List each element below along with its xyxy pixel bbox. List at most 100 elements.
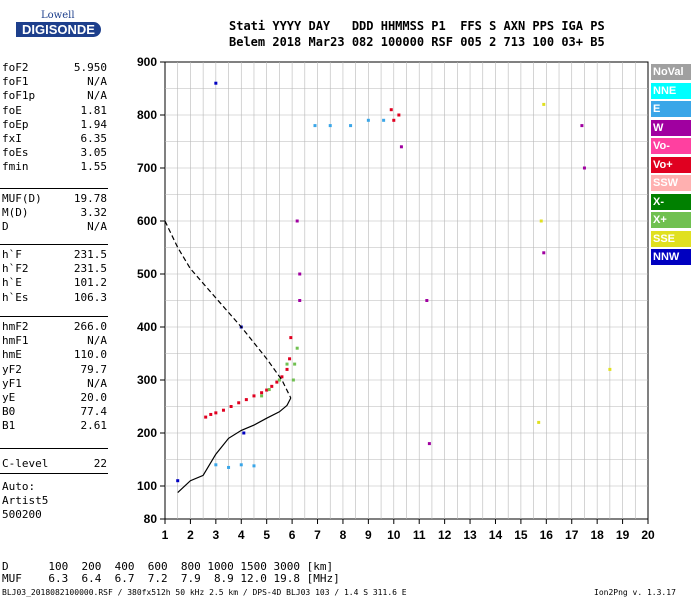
x-tick-label: 19 [616, 528, 630, 542]
param-row: hmF1 N/A [2, 334, 107, 348]
point-vo [252, 394, 256, 398]
param-value: N/A [87, 75, 107, 89]
point-x [285, 362, 289, 366]
param-row: h`F2 231.5 [2, 262, 107, 276]
point-e [239, 463, 243, 467]
x-tick-label: 6 [289, 528, 296, 542]
point-vo [289, 336, 293, 340]
param-value: 77.4 [80, 405, 108, 419]
point-vo [260, 391, 264, 395]
param-label: h`F2 [2, 262, 29, 276]
param-label: h`F [2, 248, 22, 261]
point-vo [237, 401, 241, 405]
muf-row: MUF 6.3 6.4 6.7 7.2 7.9 8.9 12.0 19.8 [M… [2, 572, 340, 585]
point-x [291, 378, 295, 382]
x-tick-label: 17 [565, 528, 579, 542]
point-w [582, 166, 586, 170]
param-value: 22 [93, 457, 107, 470]
param-value: 3.32 [80, 206, 108, 220]
point-sse [539, 219, 543, 223]
autoscale-line: 500200 [2, 508, 42, 521]
y-axis-ticks: 80 100 200 300 400 500 600 700 800 900 [137, 55, 165, 526]
y-tick-label: 80 [144, 512, 158, 526]
point-x [260, 394, 264, 398]
param-row: yF1 N/A [2, 377, 107, 391]
param-row: fmin 1.55 [2, 160, 107, 174]
distance-values: 100 200 400 600 800 1000 1500 3000 [km] [48, 560, 334, 573]
param-label: foF1 [2, 75, 29, 89]
param-row: M(D) 3.32 [2, 206, 107, 220]
point-vo [229, 405, 233, 408]
point-vo [209, 412, 213, 416]
param-row: h`F 231.5 [2, 248, 107, 262]
point-vo [244, 398, 248, 402]
param-row: B1 2.61 [2, 419, 107, 433]
param-label: fmin [2, 160, 29, 174]
point-w [295, 219, 299, 223]
x-tick-label: 4 [238, 528, 245, 542]
chart-points [176, 81, 612, 483]
y-tick-label: 700 [137, 161, 157, 175]
legend-item-sse: SSE [651, 230, 691, 247]
y-tick-label: 300 [137, 373, 157, 387]
param-separator [0, 448, 108, 449]
param-row: B0 77.4 [2, 405, 107, 419]
muf-values: 6.3 6.4 6.7 7.2 7.9 8.9 12.0 19.8 [MHz] [48, 572, 340, 585]
legend-item-x: X+ [651, 212, 691, 228]
point-vo [204, 415, 208, 419]
param-value: N/A [87, 334, 107, 348]
point-x [295, 346, 299, 350]
param-row: hmE 110.0 [2, 348, 107, 362]
param-label: MUF(D) [2, 192, 42, 205]
point-vo [389, 108, 393, 112]
legend-item-nnw: NNW [651, 249, 691, 265]
digisonde-logo: Lowell DIGISONDE [0, 0, 165, 46]
y-tick-label: 600 [137, 214, 157, 228]
param-value: 101.2 [73, 276, 107, 290]
point-vo [392, 118, 396, 122]
legend-item-x: X- [651, 193, 691, 210]
point-e [227, 465, 231, 469]
param-row: hmF2 266.0 [2, 320, 107, 334]
point-vo [221, 408, 225, 412]
param-value: 1.55 [80, 160, 108, 174]
param-value: 266.0 [73, 320, 107, 333]
x-tick-label: 12 [438, 528, 452, 542]
x-tick-label: 14 [489, 528, 503, 542]
point-e [313, 124, 317, 128]
param-row: foF2 5.950 [2, 61, 107, 75]
header-line1: Stati YYYY DAY DDD HHMMSS P1 FFS S AXN P… [229, 19, 605, 33]
point-x [293, 362, 297, 366]
param-label: yE [2, 391, 16, 404]
param-label: yF1 [2, 376, 22, 390]
param-label: M(D) [2, 206, 29, 220]
param-label: h`Es [2, 290, 29, 304]
point-vo [265, 388, 269, 392]
header-line2: Belem 2018 Mar23 082 100000 RSF 005 2 71… [229, 35, 605, 49]
param-row: foE 1.81 [2, 104, 107, 118]
param-value: 110.0 [73, 348, 107, 362]
point-vo [270, 384, 274, 388]
chart-curves [164, 220, 292, 494]
param-value: 20.0 [80, 391, 108, 404]
param-value: N/A [87, 376, 107, 390]
point-vo [285, 367, 289, 371]
param-label: foEp [2, 117, 29, 131]
legend-item-ssw: SSW [651, 175, 691, 191]
param-row: h`Es 106.3 [2, 291, 107, 305]
y-tick-label: 400 [137, 320, 157, 334]
distance-row: D 100 200 400 600 800 1000 1500 3000 [km… [2, 560, 333, 573]
point-x [267, 388, 271, 392]
point-vo [214, 411, 218, 415]
param-value: 2.61 [80, 419, 108, 433]
param-label: D [2, 220, 9, 234]
chart-grid [164, 61, 649, 520]
distance-label: D [2, 560, 9, 573]
point-w [542, 251, 546, 255]
footnote-left: BLJ03_2018082100000.RSF / 380fx512h 50 k… [2, 588, 407, 597]
param-label: foEs [2, 146, 29, 160]
param-value: 231.5 [73, 262, 107, 276]
param-row: yF2 79.7 [2, 363, 107, 377]
